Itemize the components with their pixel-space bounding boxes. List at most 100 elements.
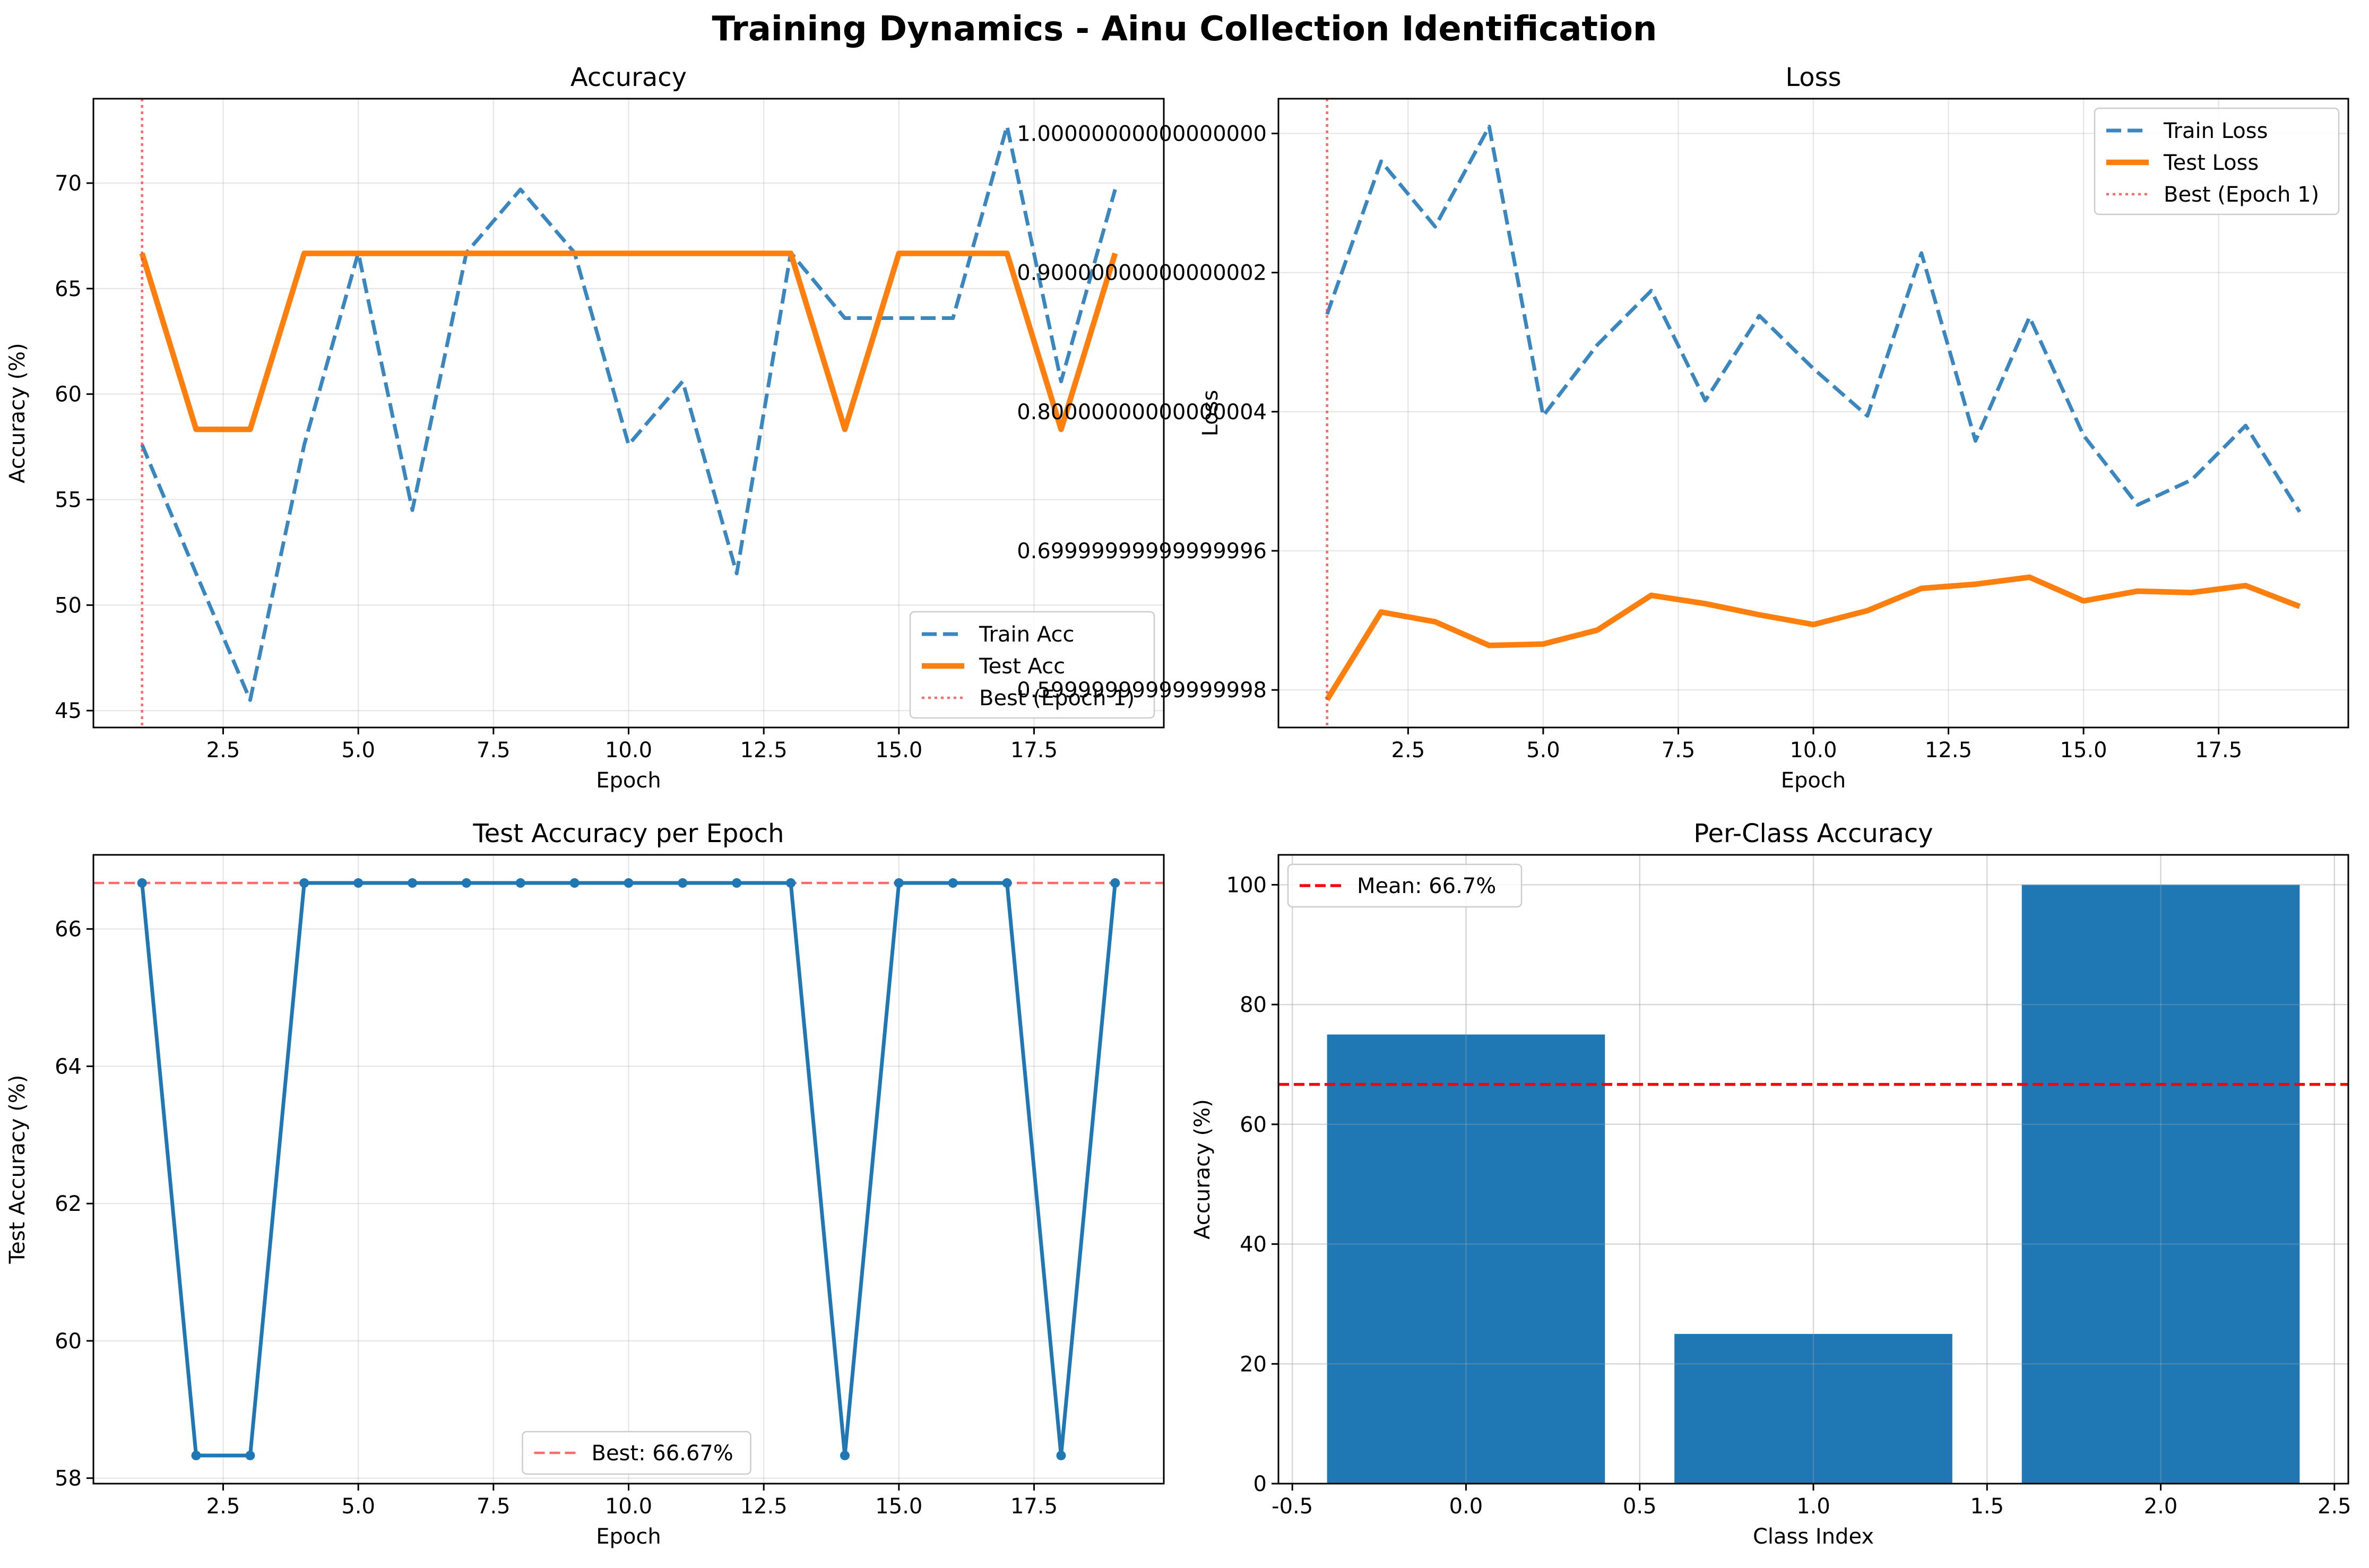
test-accuracy-point [678, 878, 688, 888]
accuracy-xtick-label: 2.5 [206, 738, 240, 763]
testacc-title: Test Accuracy per Epoch [472, 819, 784, 848]
test-accuracy-point [786, 878, 796, 888]
perclass-ytick-label: 80 [1240, 993, 1267, 1017]
legend-frame [2094, 107, 2340, 215]
legend-label: Best (Epoch 1) [2164, 183, 2319, 207]
legend-label: Test Loss [2163, 151, 2259, 175]
test-loss-line [1325, 574, 2301, 701]
testacc-ytick-label: 66 [55, 917, 82, 942]
accuracy-xtick-label: 5.0 [341, 738, 375, 763]
testacc-xtick-label: 7.5 [477, 1494, 511, 1519]
legend-frame [522, 1431, 751, 1475]
bar-class-1 [1674, 1333, 1952, 1484]
loss-ytick-label: 0.90000000000000002 [1017, 261, 1267, 285]
loss-ytick-label: 0.69999999999999996 [1017, 539, 1267, 564]
test-accuracy-point [894, 878, 904, 888]
accuracy-xtick-label: 15.0 [875, 738, 922, 763]
test-accuracy-point [948, 878, 958, 888]
loss-panel: 2.5 5.0 7.5 10.0 12.5 15.0 17.5 0.5999999999999… [1017, 63, 2349, 793]
legend-label: Train Loss [2163, 119, 2268, 143]
testacc-plot-area [93, 878, 1164, 1460]
perclass-ytick-label: 20 [1240, 1352, 1267, 1376]
testacc-ytick-label: 60 [55, 1329, 82, 1354]
loss-plot-area [1325, 99, 2302, 727]
accuracy-xtick-label: 7.5 [477, 738, 511, 763]
accuracy-xtick-label: 17.5 [1010, 738, 1058, 763]
legend-label: Best (Epoch 1) [979, 686, 1135, 711]
accuracy-ytick-label: 70 [55, 171, 82, 196]
test-acc-line [139, 250, 1118, 432]
accuracy-xtick-label: 12.5 [740, 738, 788, 763]
accuracy-ytick-label: 50 [55, 593, 82, 618]
legend-label: Test Acc [979, 654, 1065, 679]
testacc-legend: Best: 66.67% [522, 1431, 751, 1475]
testacc-ytick-label: 64 [55, 1054, 82, 1079]
testacc-panel: 2.5 5.0 7.5 10.0 12.5 15.0 17.5 58 60 62 64 66 Epoch… [5, 819, 1165, 1549]
accuracy-ytick-label: 45 [55, 699, 82, 723]
perclass-ytick-label: 40 [1240, 1233, 1267, 1257]
loss-legend: Train Loss Test Loss Best (Epoch 1) [2094, 107, 2340, 215]
testacc-xlabel: Epoch [596, 1524, 661, 1549]
legend-frame [909, 611, 1155, 719]
perclass-ytick-label: 100 [1226, 873, 1267, 897]
bar-class-0 [1327, 1034, 1605, 1484]
perclass-xtick-label: 1.5 [1970, 1494, 2004, 1519]
loss-ytick-label: 1.00000000000000000 [1017, 122, 1267, 146]
perclass-xtick-label: -0.5 [1272, 1494, 1313, 1519]
train-loss-line [1325, 124, 2302, 513]
test-accuracy-point [408, 878, 418, 888]
test-accuracy-point [732, 878, 742, 888]
testacc-ylabel: Test Accuracy (%) [5, 1075, 30, 1264]
test-accuracy-point [353, 878, 364, 888]
perclass-xlabel: Class Index [1753, 1524, 1874, 1549]
testacc-xtick-label: 12.5 [740, 1494, 788, 1519]
test-accuracy-point [515, 878, 525, 888]
accuracy-grid [93, 99, 1164, 727]
accuracy-plot-area [139, 99, 1118, 727]
perclass-xtick-label: 2.0 [2144, 1494, 2178, 1519]
test-accuracy-point [1110, 878, 1120, 888]
test-accuracy-point [1002, 878, 1012, 888]
loss-xtick-label: 7.5 [1662, 738, 1696, 763]
test-accuracy-point [299, 878, 309, 888]
figure-title: Training Dynamics - Ainu Collection Iden… [712, 10, 1657, 49]
test-accuracy-point [461, 878, 471, 888]
accuracy-ytick-label: 60 [55, 383, 82, 407]
test-accuracy-point [191, 1450, 201, 1460]
accuracy-title: Accuracy [570, 63, 687, 92]
perclass-title: Per-Class Accuracy [1693, 819, 1933, 848]
testacc-xtick-label: 17.5 [1010, 1494, 1058, 1519]
loss-xlabel: Epoch [1781, 768, 1846, 793]
testacc-xtick-label: 2.5 [206, 1494, 240, 1519]
perclass-xtick-label: 0.5 [1623, 1494, 1657, 1519]
perclass-plot-area [1278, 855, 2348, 1484]
accuracy-legend: Train Acc Test Acc Best (Epoch 1) [909, 611, 1155, 719]
loss-ytick-label: 0.80000000000000004 [1017, 400, 1267, 425]
perclass-xtick-label: 2.5 [2318, 1494, 2351, 1519]
test-accuracy-point [245, 1450, 255, 1460]
loss-ylabel: Loss [1198, 390, 1223, 437]
perclass-ylabel: Accuracy (%) [1190, 1099, 1215, 1240]
testacc-xtick-label: 15.0 [875, 1494, 922, 1519]
loss-title: Loss [1785, 63, 1841, 92]
train-acc-line [140, 124, 1117, 702]
perclass-ytick-label: 60 [1240, 1113, 1267, 1137]
perclass-ytick-label: 0 [1253, 1472, 1267, 1496]
legend-frame [1287, 863, 1523, 908]
accuracy-ytick-label: 55 [55, 488, 82, 513]
perclass-legend: Mean: 66.7% [1287, 863, 1523, 908]
accuracy-xtick-label: 10.0 [605, 738, 652, 763]
test-accuracy-point [569, 878, 580, 888]
loss-xtick-label: 12.5 [1925, 738, 1972, 763]
loss-xtick-label: 2.5 [1391, 738, 1425, 763]
testacc-xtick-label: 5.0 [341, 1494, 375, 1519]
testacc-ytick-label: 58 [55, 1467, 82, 1491]
loss-ytick-label: 0.59999999999999998 [1017, 678, 1267, 703]
accuracy-panel: 2.5 5.0 7.5 10.0 12.5 15.0 17.5 45 50 55 60 65 70 Epo… [5, 63, 1165, 793]
loss-xtick-label: 10.0 [1789, 738, 1837, 763]
testacc-xtick-label: 10.0 [605, 1494, 652, 1519]
loss-xtick-label: 17.5 [2195, 738, 2242, 763]
legend-label: Mean: 66.7% [1357, 874, 1496, 898]
test-accuracy-point [840, 1450, 850, 1460]
